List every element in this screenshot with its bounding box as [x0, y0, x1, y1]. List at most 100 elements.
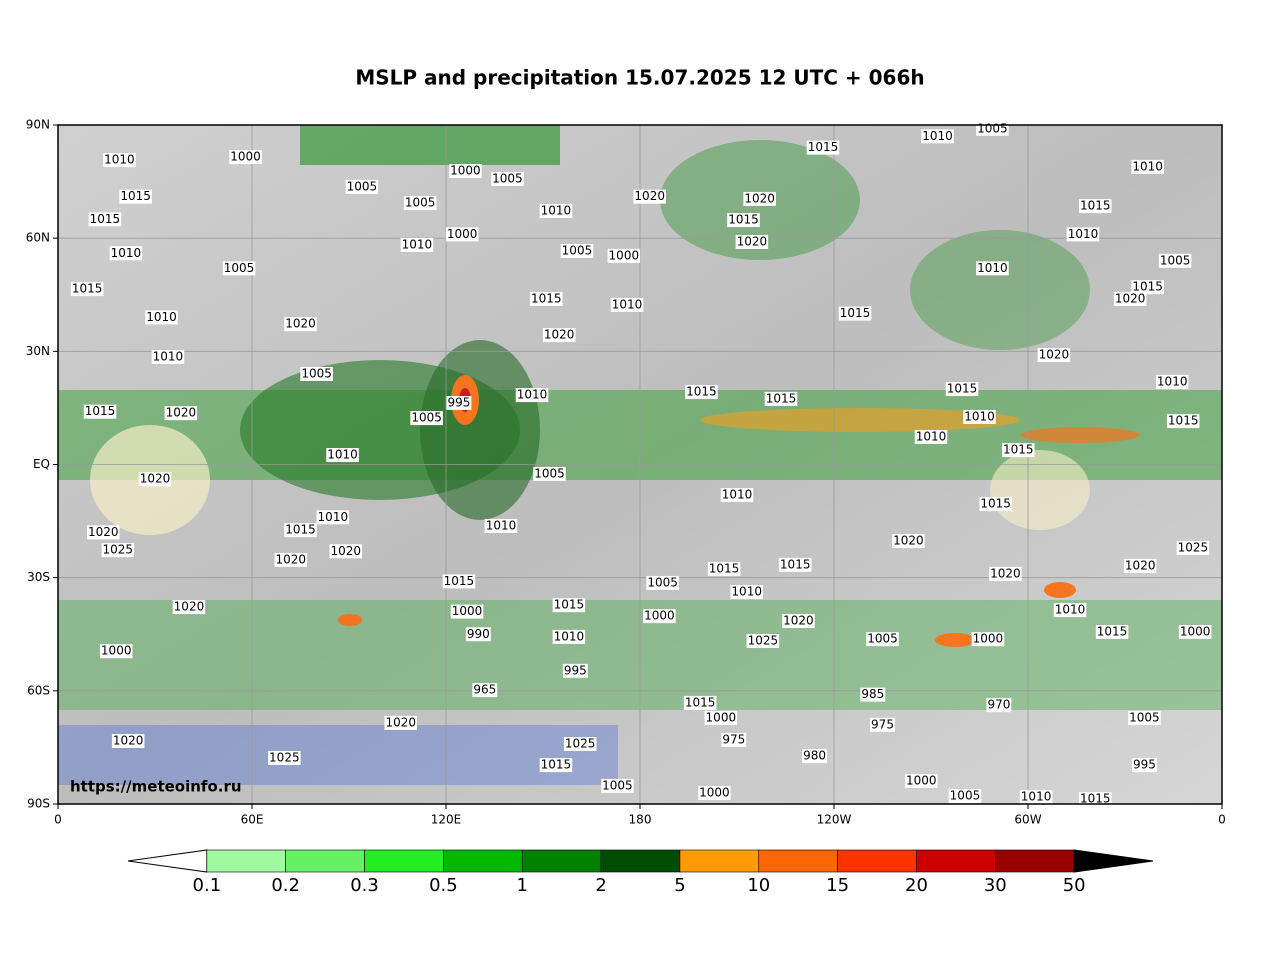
isobar-label: 1020	[138, 472, 172, 487]
isobar-label-bg	[83, 404, 117, 419]
isobar-value: 1015	[947, 382, 978, 396]
isobar-label: 1010	[484, 518, 518, 533]
isobar-label: 1010	[610, 297, 644, 312]
isobar-value: 1010	[146, 310, 177, 324]
x-tick-label: 0	[1218, 813, 1226, 827]
isobar-value: 1015	[709, 561, 740, 575]
isobar-value: 1010	[1132, 159, 1163, 173]
isobar-label-bg	[484, 518, 518, 533]
isobar-label-bg	[1176, 540, 1210, 555]
isobar-label: 1015	[979, 497, 1012, 512]
isobar-label: 1005	[560, 243, 594, 258]
isobar-label: 1000	[971, 632, 1005, 647]
isobar-label: 1015	[1131, 280, 1164, 295]
isobar-label-bg	[720, 488, 754, 503]
isobar-label-bg	[138, 472, 172, 487]
isobar-label-bg	[560, 243, 594, 258]
axis-ticks: 0 60E 120E 180 120W 60W 0 90N 60N 30N EQ 30S 60S 90S	[26, 118, 1226, 827]
isobar-label-bg	[101, 543, 135, 558]
isobar-label-bg	[806, 140, 840, 155]
isobar-label: 1000	[704, 710, 738, 725]
isobar-value: 1000	[906, 773, 937, 787]
isobar-label-bg	[1066, 227, 1100, 242]
colorbar-label: 20	[905, 875, 928, 896]
isobar-label-bg	[442, 574, 476, 589]
isobar-value: 1005	[405, 196, 436, 210]
isobar-value: 1020	[113, 734, 144, 748]
isobar-label-bg	[151, 349, 185, 364]
isobar-label: 1010	[1155, 374, 1189, 389]
isobar-value: 1015	[728, 213, 759, 227]
colorbar-segment	[600, 849, 681, 873]
y-tick-label: 90S	[27, 797, 50, 811]
isobar-label: 1025	[1176, 540, 1210, 555]
isobar-label-bg	[384, 715, 418, 730]
isobar-label-bg	[802, 749, 828, 764]
isobar-label: 1015	[727, 213, 760, 228]
isobar-value: 1000	[452, 604, 483, 618]
isobar-label: 1025	[101, 543, 135, 558]
isobar-value: 1000	[609, 248, 640, 262]
isobar-label: 1015	[1078, 792, 1112, 807]
isobar-value: 1015	[686, 385, 717, 399]
isobar-value: 1015	[808, 140, 839, 154]
isobar-label: 1020	[735, 234, 769, 249]
isobar-label-bg	[1155, 374, 1189, 389]
isobar-label-bg	[685, 385, 718, 400]
isobar-label: 1005	[300, 366, 333, 381]
isobar-label: 1010	[103, 153, 136, 168]
isobar-label-bg	[1128, 710, 1161, 725]
y-tick-label: 60S	[27, 683, 50, 697]
isobar-label-bg	[838, 306, 872, 321]
isobar-label: 1015	[442, 574, 476, 589]
isobar-label-bg	[172, 600, 206, 615]
isobar-value: 970	[987, 698, 1010, 712]
title: MSLP and precipitation 15.07.2025 12 UTC…	[355, 66, 924, 90]
isobar-label: 1010	[552, 629, 586, 644]
y-tick-label: 90N	[26, 118, 50, 132]
isobar-label: 1025	[268, 750, 301, 765]
isobar-value: 1010	[402, 237, 433, 251]
watermark: https://meteoinfo.ru	[70, 778, 242, 796]
isobar-label: 1010	[539, 204, 573, 219]
isobar-label-bg	[866, 632, 899, 647]
isobar-label: 1010	[316, 510, 350, 525]
isobar-value: 995	[447, 396, 470, 410]
isobar-value: 1005	[1129, 710, 1160, 724]
isobar-label-bg	[782, 614, 815, 629]
isobar-label-bg	[164, 406, 198, 421]
isobar-label: 1025	[563, 737, 597, 752]
x-tick-label: 0	[54, 813, 62, 827]
isobar-value: 1020	[330, 544, 361, 558]
isobar-label: 1010	[400, 237, 434, 252]
isobar-label-bg	[445, 227, 479, 242]
isobar-value: 1010	[1055, 603, 1086, 617]
isobar-label: 1020	[1113, 291, 1147, 306]
isobar-label-bg	[563, 737, 597, 752]
isobar-label-bg	[1131, 280, 1164, 295]
isobar-label-bg	[552, 629, 586, 644]
isobar-value: 1020	[285, 317, 316, 331]
isobar-value: 1010	[517, 388, 548, 402]
isobar-label-bg	[1095, 624, 1129, 639]
isobar-value: 1020	[1125, 558, 1156, 572]
isobar-label: 1025	[746, 634, 780, 649]
isobar-value: 1015	[780, 557, 811, 571]
isobar-label: 1010	[1053, 603, 1087, 618]
isobar-label: 1000	[449, 164, 482, 179]
isobar-label-bg	[345, 179, 379, 194]
isobar-label-bg	[707, 561, 741, 576]
isobar-value: 985	[861, 687, 884, 701]
isobar-label-bg	[450, 604, 484, 619]
isobar-label: 1005	[1158, 253, 1192, 268]
isobar-label-bg	[99, 644, 133, 659]
isobar-value: 1010	[327, 448, 358, 462]
isobar-label: 1005	[948, 789, 982, 804]
isobar-label: 995	[446, 396, 472, 411]
isobar-label-bg	[268, 750, 301, 765]
isobar-value: 1010	[1068, 227, 1099, 241]
isobar-label-bg	[778, 557, 812, 572]
isobar-value: 965	[473, 683, 496, 697]
isobar-label: 995	[1131, 758, 1157, 773]
isobar-label: 1020	[989, 566, 1022, 581]
